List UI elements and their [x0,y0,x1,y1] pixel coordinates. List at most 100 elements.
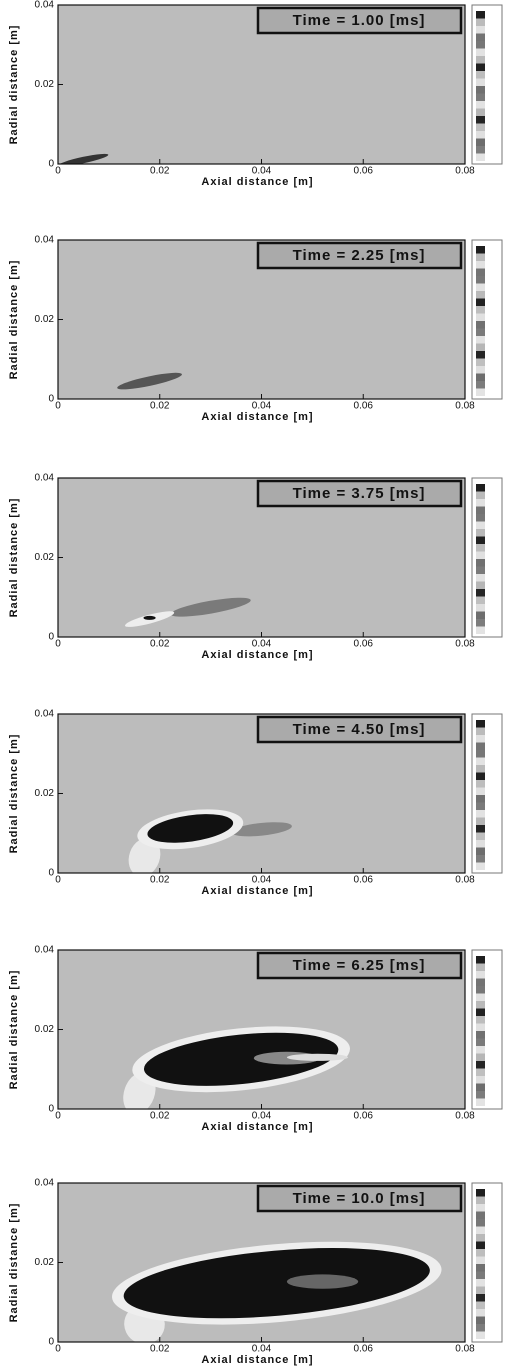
x-axis-label: Axial distance [m] [201,649,313,661]
colorbar-swatch [476,735,485,743]
title-box [256,715,463,744]
x-axis-label: Axial distance [m] [201,885,313,897]
colorbar-swatch [476,71,485,79]
panel-title: Time = 1.00 [ms] [293,12,426,29]
colorbar-swatch [476,1271,485,1279]
x-tick-label: 0.06 [354,875,374,886]
colorbar-swatch [476,298,485,306]
title-box [256,241,463,270]
x-tick-label: 0.06 [354,639,374,650]
y-tick-label: 0 [48,394,54,405]
contour-field [123,1026,350,1109]
colorbar-swatch [476,551,485,559]
colorbar-swatch [476,306,485,314]
colorbar-swatch [476,1241,485,1249]
contour-field [112,1241,442,1342]
colorbar-swatch [476,261,485,269]
x-axis-label: Axial distance [m] [201,176,313,188]
colorbar-swatch [476,48,485,56]
colorbar-swatch [476,589,485,597]
contour-region [128,837,161,873]
colorbar-swatch [476,772,485,780]
y-axis-label: Radial distance [m] [8,260,20,380]
colorbar-swatch [476,574,485,582]
x-tick-label: 0.08 [455,639,475,650]
colorbar-swatch [476,521,485,529]
colorbar-swatch [476,63,485,71]
colorbar-swatch [476,757,485,765]
x-tick-label: 0.02 [150,875,170,886]
colorbar-swatch [476,123,485,131]
colorbar-swatch [476,246,485,254]
colorbar-swatch [476,138,485,146]
title-box [256,6,463,35]
y-tick-label: 0.04 [35,1178,55,1189]
contour-region [123,1248,430,1319]
x-tick-label: 0 [55,1111,61,1122]
colorbar-swatch [476,328,485,336]
colorbar-swatch [476,1076,485,1084]
x-tick-label: 0.08 [455,875,475,886]
colorbar-swatch [476,626,485,634]
x-tick-label: 0.06 [354,401,374,412]
x-tick-label: 0.06 [354,1111,374,1122]
y-tick-label: 0.04 [35,945,55,956]
colorbar-swatch [476,986,485,994]
colorbar-swatch [476,787,485,795]
x-tick-label: 0.02 [150,1111,170,1122]
colorbar-swatch [476,41,485,49]
colorbar-swatch [476,1016,485,1024]
colorbar-swatch [476,11,485,19]
title-box [256,951,463,980]
colorbar-swatch [476,795,485,803]
panel-title: Time = 3.75 [ms] [293,485,426,502]
x-tick-label: 0 [55,875,61,886]
y-tick-label: 0.02 [35,79,55,90]
colorbar-swatch [476,1279,485,1287]
colorbar-swatch [476,1234,485,1242]
colorbar-swatch [476,847,485,855]
colorbar-swatch [476,491,485,499]
y-tick-label: 0 [48,868,54,879]
colorbar-swatch [476,1053,485,1061]
colorbar-swatch [476,978,485,986]
colorbar-swatch [476,840,485,848]
x-tick-label: 0.04 [252,875,272,886]
colorbar-swatch [476,313,485,321]
x-tick-label: 0 [55,1344,61,1355]
colorbar-swatch [476,544,485,552]
colorbar-swatch [476,1038,485,1046]
panel-title: Time = 2.25 [ms] [293,247,426,264]
colorbar-swatch [476,1316,485,1324]
x-tick-label: 0.06 [354,1344,374,1355]
colorbar-swatch [476,1083,485,1091]
y-tick-label: 0 [48,632,54,643]
contour-field [58,153,109,164]
colorbar-swatch [476,283,485,291]
colorbar-swatch [476,484,485,492]
colorbar-swatch [476,56,485,64]
colorbar-swatch [476,802,485,810]
colorbar-swatch [476,343,485,351]
y-tick-label: 0.04 [35,473,55,484]
y-tick-label: 0.02 [35,314,55,325]
y-axis-label: Radial distance [m] [8,25,20,145]
x-tick-label: 0 [55,166,61,177]
contour-region [58,153,109,164]
colorbar-swatch [476,146,485,154]
colorbar-swatch [476,1189,485,1197]
colorbar-swatch [476,86,485,94]
colorbar-swatch [476,1301,485,1309]
y-tick-label: 0.02 [35,552,55,563]
x-tick-label: 0.04 [252,1344,272,1355]
colorbar-swatch [476,1098,485,1106]
colorbar-swatch [476,780,485,788]
colorbar-swatch [476,559,485,567]
contour-region [286,1053,348,1061]
colorbar-swatch [476,93,485,101]
contour-field [128,809,292,873]
colorbar-swatch [476,1061,485,1069]
colorbar-swatch [476,1264,485,1272]
colorbar-swatch [476,78,485,86]
